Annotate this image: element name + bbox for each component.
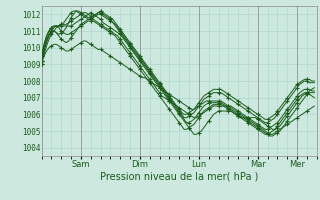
X-axis label: Pression niveau de la mer( hPa ): Pression niveau de la mer( hPa ) — [100, 172, 258, 182]
